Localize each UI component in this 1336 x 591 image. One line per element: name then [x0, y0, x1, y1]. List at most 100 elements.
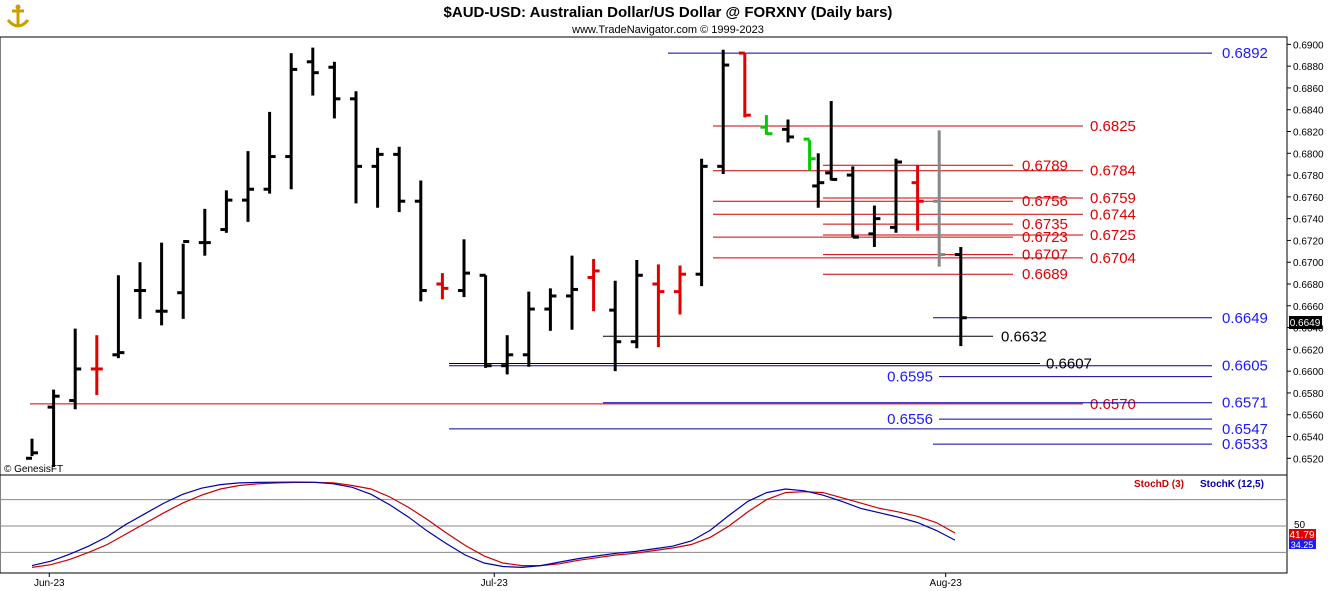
stoch-last-badges: 41.79 34.25 [1289, 529, 1316, 550]
ohlc-bar [846, 166, 859, 239]
stochk-last-value: 34.25 [1291, 540, 1314, 550]
level-label: 0.6689 [1022, 266, 1068, 283]
chart-title: $AUD-USD: Australian Dollar/US Dollar @ … [444, 4, 893, 21]
y-tick-label: 0.6900 [1293, 40, 1324, 51]
y-tick-label: 0.6820 [1293, 128, 1324, 139]
level-label: 0.6571 [1222, 395, 1268, 412]
price-axis: 0.6900 0.6880 0.6860 0.6840 0.6820 0.6800 0.67… [1287, 40, 1324, 465]
ohlc-bar [933, 130, 946, 267]
y-tick-label: 0.6720 [1293, 236, 1324, 247]
stoch-tick-50: 50 [1294, 520, 1306, 531]
y-tick-label: 0.6760 [1293, 193, 1324, 204]
level-label: 0.6704 [1090, 250, 1136, 267]
ohlc-bar [306, 47, 319, 96]
ohlc-bar [812, 153, 825, 208]
ohlc-bar [134, 262, 146, 319]
level-label: 0.6570 [1090, 396, 1136, 413]
ohlc-bar [328, 61, 341, 119]
ohlc-bar [695, 158, 708, 287]
ohlc-bar [587, 258, 600, 312]
ohlc-bar [155, 242, 168, 326]
level-label: 0.6607 [1046, 356, 1092, 373]
ohlc-bar [350, 91, 362, 204]
ohlc-bar [717, 49, 730, 174]
price-levels: 0.6892 0.6825 0.6789 0.6784 0.6759 0.6756 0.67… [30, 45, 1268, 453]
ohlc-bar [198, 208, 211, 256]
ohlc-bar [436, 273, 449, 300]
ohlc-bar [674, 265, 686, 315]
ohlc-bar [803, 137, 816, 171]
chart-subtitle: www.TradeNavigator.com © 1999-2023 [571, 24, 764, 36]
y-tick-label: 0.6640 [1293, 324, 1324, 335]
level-label: 0.6632 [1001, 328, 1047, 345]
level-label: 0.6756 [1022, 193, 1068, 210]
ohlc-bar [911, 165, 924, 231]
stochd-legend: StochD (3) [1134, 479, 1184, 490]
ohlc-bar [868, 205, 881, 247]
ohlc-bar [69, 328, 82, 410]
y-tick-label: 0.6840 [1293, 106, 1324, 117]
ohlc-bar [954, 246, 967, 347]
level-label: 0.6556 [887, 411, 933, 428]
ohlc-bar [890, 158, 902, 233]
stochk-legend: StochK (12,5) [1200, 479, 1264, 490]
ohlc-bar [458, 239, 470, 298]
ohlc-bar [393, 146, 406, 213]
y-tick-label: 0.6600 [1293, 367, 1324, 378]
ohlc-bar [220, 190, 233, 233]
level-label: 0.6789 [1022, 157, 1068, 174]
y-tick-label: 0.6780 [1293, 171, 1324, 182]
ohlc-bar [263, 111, 276, 194]
x-tick-label: Aug-23 [930, 578, 963, 589]
y-tick-label: 0.6680 [1293, 280, 1324, 291]
price-bars [26, 47, 967, 467]
ohlc-bar [501, 335, 514, 375]
y-tick-label: 0.6580 [1293, 389, 1324, 400]
y-tick-label: 0.6880 [1293, 62, 1324, 73]
ohlc-bar [544, 288, 557, 331]
level-label: 0.6707 [1022, 247, 1068, 264]
level-label: 0.6723 [1022, 229, 1068, 246]
last-price-badge: 0.6649 [1289, 316, 1322, 329]
ohlc-bar [371, 147, 384, 208]
stochd-last-value: 41.79 [1289, 530, 1314, 541]
ohlc-bar [479, 273, 492, 368]
ohlc-bar [26, 438, 38, 460]
ohlc-bar [738, 51, 751, 118]
y-tick-label: 0.6620 [1293, 345, 1324, 356]
level-label: 0.6892 [1222, 45, 1268, 62]
ohlc-bar [609, 280, 622, 372]
y-tick-label: 0.6700 [1293, 258, 1324, 269]
y-tick-label: 0.6520 [1293, 454, 1324, 465]
level-label: 0.6547 [1222, 421, 1268, 438]
stochastic-lines [0, 481, 1287, 569]
y-tick-label: 0.6540 [1293, 433, 1324, 444]
anchor-logo-icon [4, 4, 34, 34]
last-price-value: 0.6649 [1290, 318, 1321, 329]
level-label: 0.6605 [1222, 358, 1268, 375]
level-label: 0.6595 [887, 369, 933, 386]
y-tick-label: 0.6660 [1293, 302, 1324, 313]
ohlc-bar [47, 389, 60, 467]
ohlc-bar [782, 119, 794, 143]
level-label: 0.6784 [1090, 163, 1136, 180]
x-tick-label: Jul-23 [481, 578, 509, 589]
ohlc-bar [630, 260, 643, 349]
stochd-line [31, 481, 956, 568]
level-label: 0.6649 [1222, 310, 1268, 327]
y-tick-label: 0.6740 [1293, 215, 1324, 226]
y-tick-label: 0.6860 [1293, 84, 1324, 95]
y-tick-label: 0.6560 [1293, 411, 1324, 422]
level-label: 0.6533 [1222, 436, 1268, 453]
ohlc-bar [242, 151, 254, 222]
ohlc-bar [112, 275, 125, 359]
ohlc-bar [825, 101, 838, 181]
copyright-label: © GenesisFT [4, 464, 63, 475]
level-label: 0.6735 [1022, 216, 1068, 233]
y-tick-label: 0.6800 [1293, 149, 1324, 160]
ohlc-bar [652, 264, 665, 348]
ohlc-bar [760, 115, 773, 136]
level-label: 0.6759 [1090, 190, 1136, 207]
stochk-line [31, 481, 956, 569]
